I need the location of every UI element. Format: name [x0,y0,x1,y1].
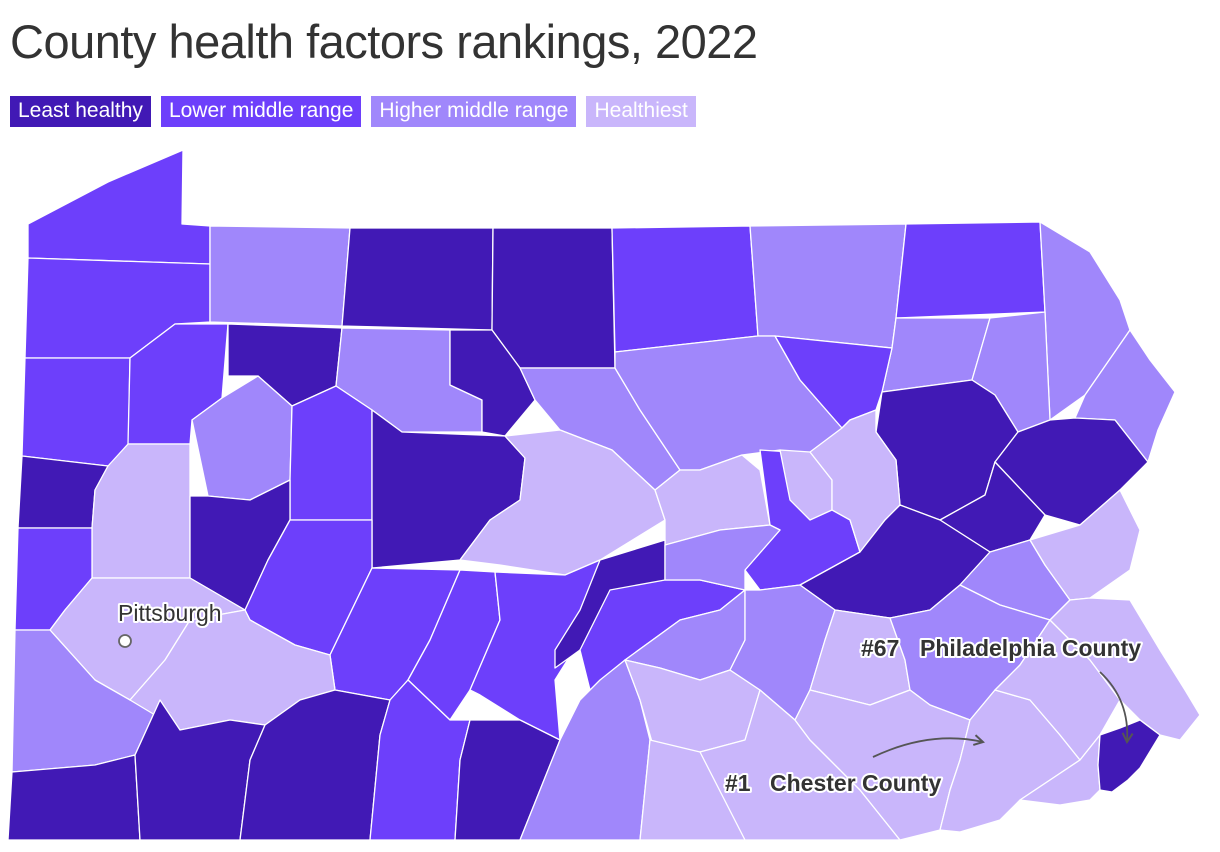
county-tioga [611,225,759,353]
pittsburgh-label: Pittsburgh [118,600,222,626]
county-montgomery [994,619,1121,761]
chester-arrow [872,734,985,758]
county-bradford [749,223,907,349]
county-northampton [1029,489,1141,601]
county-jefferson [289,385,373,521]
page-title: County health factors rankings, 2022 [10,15,758,68]
philadelphia-arrow [1099,671,1134,745]
legend-least-healthy: Least healthy [10,96,151,127]
chester-county-label: Chester County [770,770,941,796]
county-philadelphia [1097,719,1161,793]
county-mercer [21,357,131,467]
county-mckean [341,227,494,331]
county-snyder [664,524,781,591]
county-potter [491,227,616,369]
chester-rank: #1 [725,770,751,796]
pittsburgh-marker-icon [118,634,132,648]
legend: Least healthy Lower middle range Higher … [10,96,696,127]
county-erie [27,149,211,265]
county-bucks [1049,597,1201,741]
legend-lower-middle-range: Lower middle range [160,96,362,127]
legend-higher-middle-range: Higher middle range [371,96,577,127]
county-huntingdon [469,559,611,741]
county-susquehanna [895,221,1046,319]
county-warren [209,225,351,327]
legend-healthiest: Healthiest [586,96,696,127]
philadelphia-county-label: Philadelphia County [920,635,1141,661]
philadelphia-rank: #67 [861,635,899,661]
